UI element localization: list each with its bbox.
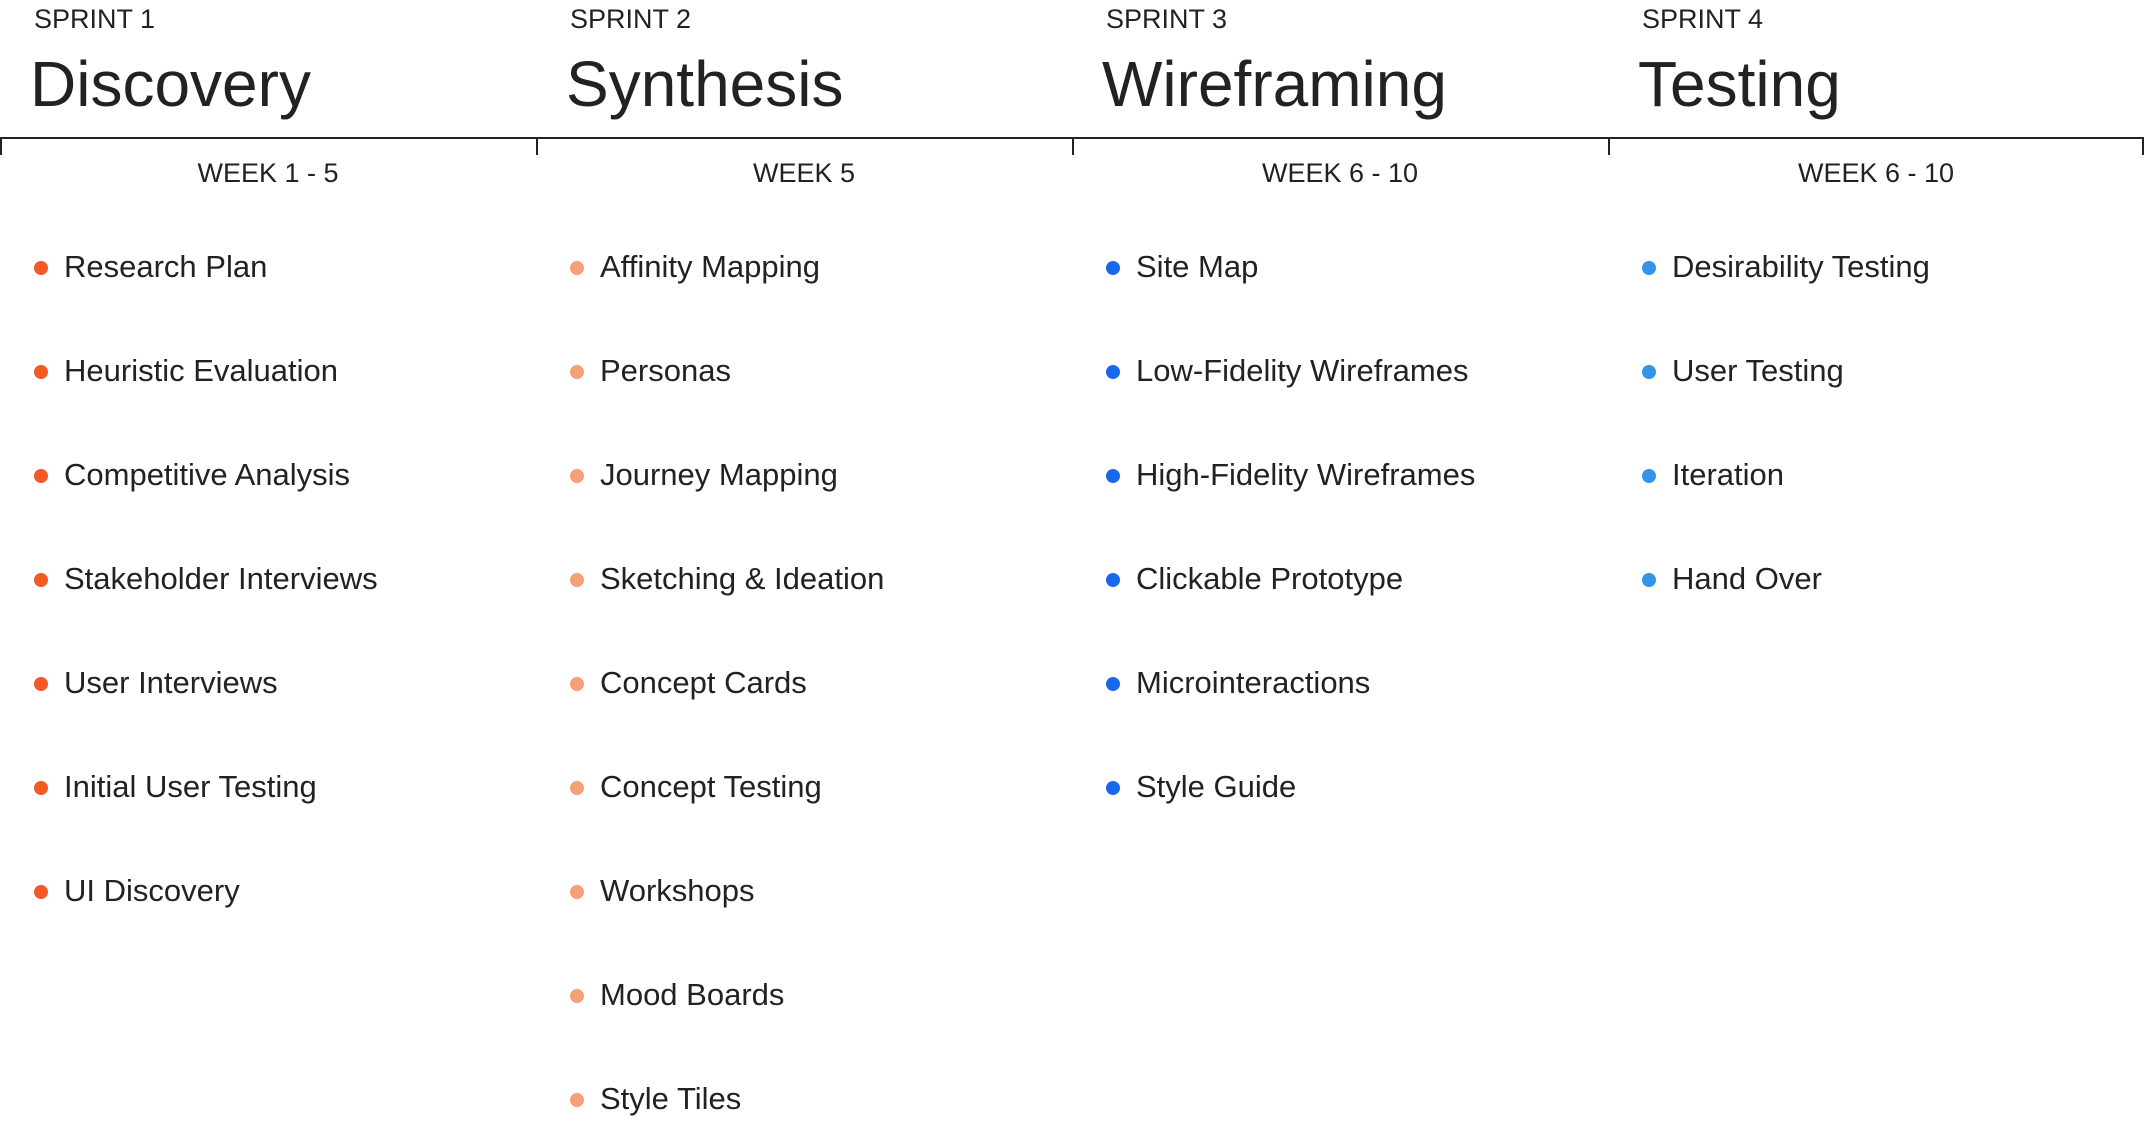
task-item: Workshops — [600, 873, 755, 908]
bullet — [1642, 365, 1656, 379]
bullet — [34, 365, 48, 379]
sprint-title: Testing — [1638, 48, 1841, 120]
task-item: Microinteractions — [1136, 665, 1371, 700]
task-item: Desirability Testing — [1672, 249, 1930, 284]
sprint-weeks: WEEK 5 — [752, 158, 856, 188]
bullet — [570, 989, 584, 1003]
bullet — [570, 677, 584, 691]
bullet — [570, 261, 584, 275]
task-item: Hand Over — [1672, 561, 1822, 596]
sprint-title: Wireframing — [1102, 48, 1447, 120]
task-item: Competitive Analysis — [64, 457, 351, 492]
bullet — [34, 469, 48, 483]
task-item: Clickable Prototype — [1136, 561, 1404, 596]
task-item: Concept Cards — [600, 665, 807, 700]
bullet — [34, 573, 48, 587]
task-item: Stakeholder Interviews — [64, 561, 378, 596]
task-item: Concept Testing — [600, 769, 822, 804]
sprint-label: SPRINT 3 — [1106, 4, 1228, 34]
bullet — [34, 885, 48, 899]
bullet — [34, 261, 48, 275]
task-item: Heuristic Evaluation — [64, 353, 338, 388]
sprint-title: Synthesis — [566, 48, 844, 120]
task-item: Iteration — [1672, 457, 1785, 492]
bullet — [570, 1093, 584, 1107]
column-tick — [536, 137, 538, 155]
bullet — [570, 885, 584, 899]
bullet — [1642, 573, 1656, 587]
bullet — [1106, 469, 1120, 483]
task-item: Style Guide — [1136, 769, 1297, 804]
column-tick — [1608, 137, 1610, 155]
task-item: Low-Fidelity Wireframes — [1136, 353, 1469, 388]
sprint-title: Discovery — [30, 48, 311, 120]
column-tick — [0, 137, 2, 155]
bullet — [570, 573, 584, 587]
column-tick — [2142, 137, 2144, 155]
bullet — [34, 781, 48, 795]
task-item: UI Discovery — [64, 873, 240, 908]
task-item: Personas — [600, 353, 731, 388]
bullet — [1106, 781, 1120, 795]
task-item: Mood Boards — [600, 977, 785, 1012]
sprint-weeks: WEEK 6 - 10 — [1797, 158, 1955, 188]
bullet — [1642, 469, 1656, 483]
task-item: Journey Mapping — [600, 457, 838, 492]
task-item: Affinity Mapping — [600, 249, 820, 284]
sprint-weeks: WEEK 6 - 10 — [1261, 158, 1419, 188]
bullet — [1642, 261, 1656, 275]
task-item: Initial User Testing — [64, 769, 317, 804]
task-item: User Interviews — [64, 665, 278, 700]
column-tick — [1072, 137, 1074, 155]
task-item: Research Plan — [64, 249, 268, 284]
task-item: User Testing — [1672, 353, 1844, 388]
task-item: Site Map — [1136, 249, 1259, 284]
bullet — [1106, 261, 1120, 275]
bullet — [570, 365, 584, 379]
sprint-label: SPRINT 4 — [1642, 4, 1764, 34]
sprint-label: SPRINT 1 — [34, 4, 156, 34]
sprint-weeks: WEEK 1 - 5 — [197, 158, 339, 188]
task-item: Style Tiles — [600, 1081, 742, 1116]
bullet — [1106, 365, 1120, 379]
task-item: High-Fidelity Wireframes — [1136, 457, 1476, 492]
bullet — [1106, 677, 1120, 691]
sprint-label: SPRINT 2 — [570, 4, 692, 34]
bullet — [34, 677, 48, 691]
bullet — [570, 469, 584, 483]
bullet — [570, 781, 584, 795]
bullet — [1106, 573, 1120, 587]
task-item: Sketching & Ideation — [600, 561, 885, 596]
